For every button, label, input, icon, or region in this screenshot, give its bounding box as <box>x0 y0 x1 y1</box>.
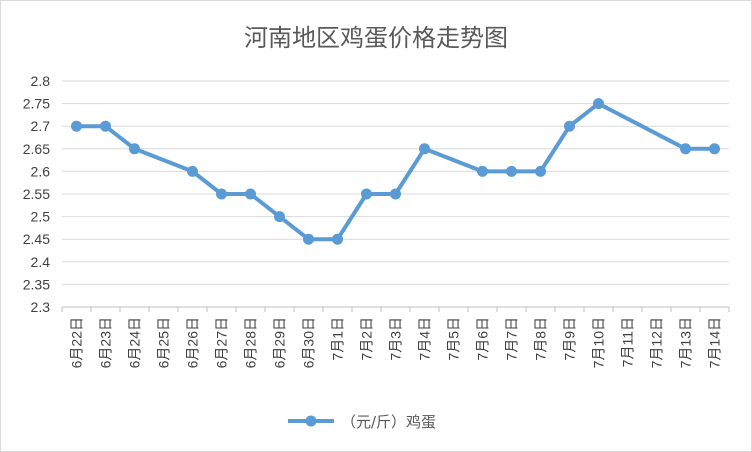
x-tick-label: 6月27日 <box>214 317 230 368</box>
data-point <box>274 211 285 223</box>
x-tick-label: 7月12日 <box>649 317 665 368</box>
gridlines <box>62 80 729 285</box>
x-tick-label: 7月13日 <box>678 317 694 368</box>
y-tick-label: 2.8 <box>31 73 51 89</box>
y-tick-label: 2.7 <box>31 118 51 134</box>
x-tick-label: 6月30日 <box>301 317 317 368</box>
data-point <box>245 188 256 200</box>
x-tick-label: 7月7日 <box>504 317 520 361</box>
x-tick-label: 7月4日 <box>417 317 433 361</box>
legend-swatch-marker <box>305 415 317 427</box>
x-tick-label: 7月10日 <box>591 317 607 368</box>
data-point <box>390 188 401 200</box>
data-point <box>419 143 430 155</box>
x-tick-labels: 6月22日 6月23日 6月24日 6月25日 6月26日 6月27日 6月28日 6月29日… <box>69 317 723 368</box>
legend: （元/斤）鸡蛋 <box>288 413 436 431</box>
axes <box>61 306 730 312</box>
data-point <box>477 165 488 177</box>
x-tick-label: 7月9日 <box>562 317 578 361</box>
data-point <box>535 165 546 177</box>
y-tick-label: 2.4 <box>31 254 51 270</box>
data-point <box>709 143 720 155</box>
data-point <box>593 98 604 110</box>
x-tick-label: 7月11日 <box>620 317 636 367</box>
data-point <box>216 188 227 200</box>
x-tick-label: 7月1日 <box>330 317 346 361</box>
y-tick-label: 2.65 <box>23 141 50 157</box>
y-tick-label: 2.3 <box>31 299 51 315</box>
y-tick-label: 2.55 <box>23 186 50 202</box>
data-point <box>100 120 111 132</box>
data-point <box>361 188 372 200</box>
data-point <box>332 233 343 245</box>
x-tick-label: 6月26日 <box>185 317 201 368</box>
y-tick-label: 2.75 <box>23 96 50 112</box>
x-tick-label: 7月5日 <box>446 317 462 361</box>
x-tick-label: 6月29日 <box>272 317 288 368</box>
data-point <box>71 120 82 132</box>
series-line <box>71 98 720 245</box>
x-tick-label: 7月14日 <box>707 317 723 368</box>
x-tick-label: 6月22日 <box>69 317 85 368</box>
x-tick-label: 7月3日 <box>388 317 404 361</box>
y-tick-label: 2.5 <box>31 209 51 225</box>
data-point <box>129 143 140 155</box>
y-tick-label: 2.45 <box>23 231 50 247</box>
legend-label: （元/斤）鸡蛋 <box>341 413 436 431</box>
data-point <box>506 165 517 177</box>
y-tick-label: 2.35 <box>23 276 50 292</box>
x-tick-label: 7月2日 <box>359 317 375 361</box>
x-tick-label: 7月8日 <box>533 317 549 361</box>
chart-title: 河南地区鸡蛋价格走势图 <box>244 24 508 52</box>
x-tick-label: 7月6日 <box>475 317 491 361</box>
y-tick-label: 2.6 <box>31 163 51 179</box>
x-tick-label: 6月28日 <box>243 317 259 368</box>
data-point <box>303 233 314 245</box>
x-tick-label: 6月25日 <box>156 317 172 368</box>
data-point <box>564 120 575 132</box>
data-point <box>187 165 198 177</box>
data-point <box>680 143 691 155</box>
y-tick-labels: 2.3 2.35 2.4 2.45 2.5 2.55 2.6 2.65 2.7 2.75 2.8 <box>23 73 50 315</box>
x-tick-label: 6月23日 <box>98 317 114 368</box>
x-tick-label: 6月24日 <box>127 317 143 368</box>
